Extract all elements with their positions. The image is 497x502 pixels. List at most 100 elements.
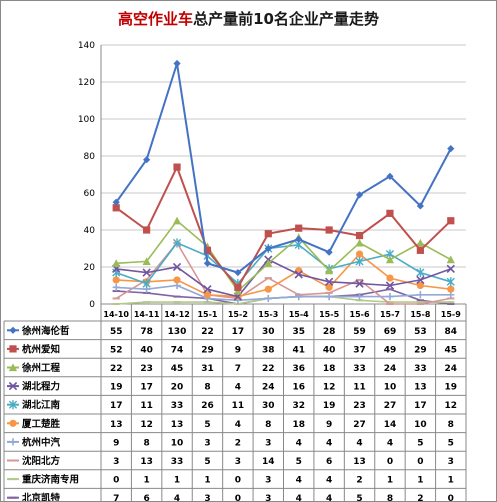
data-label-8-6: 4	[296, 476, 302, 486]
data-label-9-1: 6	[143, 494, 149, 501]
series-4-point-10	[416, 267, 425, 278]
data-label-6-5: 3	[265, 438, 271, 448]
legend-key-marker-5	[9, 419, 17, 427]
data-label-3-1: 17	[140, 383, 153, 393]
data-label-0-6: 35	[292, 327, 305, 337]
series-3-point-8	[355, 279, 364, 288]
data-label-1-4: 9	[235, 345, 241, 355]
data-label-6-6: 4	[296, 438, 302, 448]
legend-key-marker-4	[8, 400, 18, 410]
legend-label-7: 沈阳北方	[22, 455, 61, 467]
series-1-point-8	[355, 231, 364, 240]
series-1-point-7	[325, 226, 333, 234]
legend-label-5: 厦工楚胜	[22, 418, 61, 430]
series-6-point-8-shape	[355, 293, 364, 301]
data-label-3-8: 11	[353, 383, 366, 393]
series-3-point-9	[385, 281, 395, 290]
series-6-point-0	[112, 283, 120, 291]
series-4-point-1-shape	[142, 279, 151, 289]
series-0-point-1	[143, 156, 151, 164]
data-label-4-3: 26	[201, 401, 214, 411]
series-0-point-6	[295, 235, 303, 243]
data-label-3-7: 12	[323, 383, 336, 393]
series-0-point-8-shape	[355, 191, 364, 199]
data-label-6-0: 9	[113, 438, 119, 448]
data-label-9-2: 4	[174, 494, 180, 501]
series-5-point-8-shape	[355, 250, 364, 258]
series-1-point-2	[173, 163, 181, 171]
series-2-point-5-shape	[264, 259, 273, 267]
data-label-8-9: 1	[387, 476, 393, 486]
x-tick-label-15-5: 15-5	[319, 310, 339, 319]
series-3-point-11-shape	[446, 264, 455, 274]
data-label-0-7: 28	[323, 327, 336, 337]
data-label-0-11: 84	[445, 327, 458, 337]
series-1-point-8-shape	[355, 231, 364, 240]
y-tick-label-20: 20	[84, 263, 96, 273]
series-1-point-11-shape	[447, 217, 455, 225]
series-1-point-6-shape	[295, 224, 303, 232]
series-4-point-2	[172, 238, 182, 248]
data-label-3-0: 19	[110, 383, 123, 393]
data-label-8-1: 1	[143, 476, 149, 486]
data-label-6-9: 4	[387, 438, 393, 448]
series-3-point-3-shape	[203, 285, 212, 294]
data-label-5-9: 14	[384, 420, 397, 430]
data-label-0-5: 30	[262, 327, 275, 337]
x-tick-label-15-1: 15-1	[197, 310, 217, 319]
legend-label-1: 杭州爱知	[22, 343, 60, 355]
series-5-point-5	[264, 285, 272, 293]
data-label-1-0: 52	[110, 345, 123, 355]
series-5-point-3	[203, 291, 212, 299]
series-1-point-5-shape	[264, 230, 272, 238]
series-0-point-4	[234, 268, 242, 277]
series-6-point-6-shape	[295, 293, 303, 301]
series-6-point-0-shape	[112, 283, 120, 291]
series-2-point-5	[264, 259, 273, 267]
series-6-point-8	[355, 293, 364, 301]
data-label-2-7: 18	[323, 364, 336, 374]
data-label-6-2: 10	[171, 438, 184, 448]
series-2-point-11-shape	[446, 255, 455, 264]
data-label-5-8: 27	[353, 420, 366, 430]
series-0-point-2	[173, 59, 181, 68]
series-0-point-0-shape	[112, 198, 120, 206]
legend-key-marker-6	[9, 438, 17, 446]
series-0-point-8	[355, 191, 364, 199]
series-5-point-9-shape	[386, 274, 394, 282]
series-0-point-5-shape	[264, 244, 272, 253]
legend-key-marker-3	[8, 381, 18, 391]
series-6-point-6	[295, 293, 303, 301]
legend-label-3: 湖北程力	[22, 381, 60, 393]
data-label-4-11: 12	[445, 401, 458, 411]
data-label-0-10: 53	[414, 327, 427, 337]
series-1-point-2-shape	[173, 163, 181, 171]
data-label-7-2: 33	[171, 457, 184, 467]
data-label-0-0: 55	[110, 327, 123, 337]
x-tick-label-14-10: 14-10	[103, 310, 129, 319]
legend-label-2: 徐州工程	[21, 362, 61, 374]
legend-key-marker-6-shape	[9, 438, 17, 446]
data-label-0-1: 78	[140, 327, 153, 337]
data-label-8-5: 3	[265, 476, 271, 486]
data-label-2-10: 33	[414, 364, 427, 374]
chart-title: 高空作业车总产量前10名企业产量走势	[1, 8, 496, 29]
series-1-point-5	[264, 230, 272, 238]
series-1-point-6	[295, 224, 303, 232]
data-label-2-11: 24	[445, 364, 458, 374]
data-label-3-10: 13	[414, 383, 427, 393]
data-label-8-4: 0	[235, 476, 241, 486]
series-3-point-8-shape	[355, 279, 364, 288]
data-label-9-5: 3	[265, 494, 271, 501]
data-label-2-8: 33	[353, 364, 366, 374]
series-line-4	[115, 241, 452, 285]
y-tick-label-40: 40	[84, 226, 96, 236]
data-label-7-1: 13	[140, 457, 153, 467]
data-label-4-1: 11	[140, 401, 153, 411]
data-label-3-6: 16	[292, 383, 305, 393]
series-1-point-10-shape	[416, 246, 424, 254]
series-line-1	[115, 164, 452, 290]
series-3-point-2	[172, 262, 182, 272]
data-label-7-4: 3	[235, 457, 241, 467]
